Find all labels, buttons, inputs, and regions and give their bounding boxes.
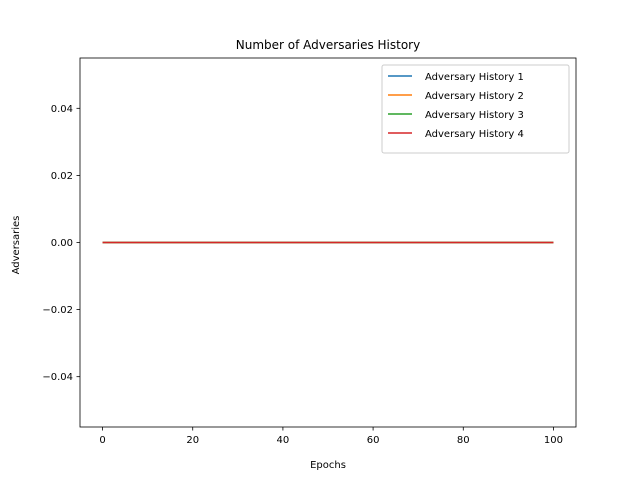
x-tick-label: 100 [544, 435, 563, 446]
y-tick-label: 0.00 [51, 238, 73, 249]
legend: Adversary History 1 Adversary History 2 Ad… [381, 64, 570, 154]
legend-label-3: Adversary History 3 [425, 110, 524, 121]
y-tick-label: 0.02 [51, 171, 73, 182]
chart-title: Number of Adversaries History [236, 38, 420, 52]
legend-label-4: Adversary History 4 [425, 129, 524, 140]
y-axis-label: Adversaries [11, 216, 22, 275]
y-tick-label: −0.04 [42, 372, 73, 383]
x-tick-label: 0 [99, 435, 105, 446]
x-tick-label: 20 [186, 435, 199, 446]
legend-box [381, 64, 570, 154]
x-tick-label: 40 [277, 435, 290, 446]
x-tick-label: 80 [457, 435, 470, 446]
legend-label-1: Adversary History 1 [425, 72, 524, 83]
y-tick-label: −0.02 [42, 305, 73, 316]
y-tick-label: 0.04 [51, 104, 73, 115]
x-axis-label: Epochs [310, 460, 346, 471]
legend-label-2: Adversary History 2 [425, 91, 524, 102]
x-tick-label: 60 [367, 435, 380, 446]
plot-area: 0 20 40 60 80 100 −0.04 −0.02 0.00 0.02 0.04 [42, 57, 577, 446]
